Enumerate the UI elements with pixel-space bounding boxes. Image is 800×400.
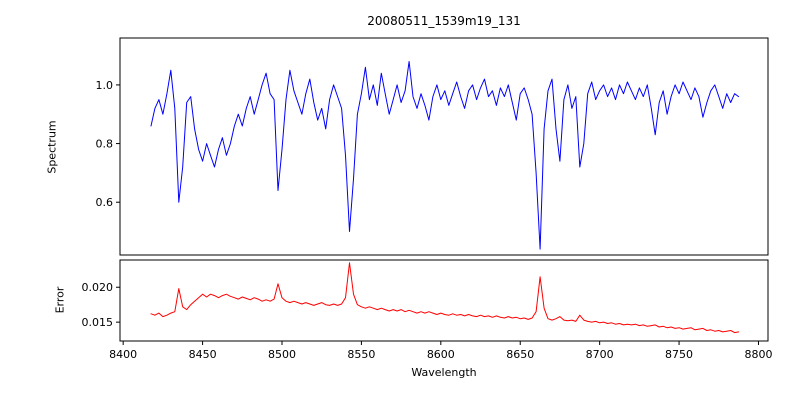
spectrum-y-tick-label: 0.6 bbox=[96, 196, 114, 209]
x-tick-label: 8400 bbox=[109, 348, 137, 361]
error-y-tick-label: 0.020 bbox=[82, 281, 114, 294]
error-axes-frame bbox=[119, 259, 769, 342]
x-tick-label: 8800 bbox=[744, 348, 772, 361]
error-plot: 0.015 0.020 8400 8450 8500 8550 8600 8650 8700 87… bbox=[82, 262, 772, 361]
x-tick-label: 8750 bbox=[665, 348, 693, 361]
spectrum-y-tick-label: 0.8 bbox=[96, 138, 114, 151]
x-tick-label: 8450 bbox=[189, 348, 217, 361]
spectrum-axes-frame bbox=[119, 37, 769, 256]
x-tick-label: 8600 bbox=[427, 348, 455, 361]
error-line bbox=[150, 262, 740, 334]
error-y-tick-label: 0.015 bbox=[82, 316, 114, 329]
x-tick-label: 8500 bbox=[268, 348, 296, 361]
x-tick-label: 8700 bbox=[586, 348, 614, 361]
spectrum-line bbox=[150, 61, 740, 250]
x-tick-label: 8550 bbox=[347, 348, 375, 361]
figure-title: 20080511_1539m19_131 bbox=[367, 14, 521, 28]
spectrum-plot: 0.6 0.8 1.0 bbox=[96, 61, 740, 250]
spectrum-y-tick-label: 1.0 bbox=[96, 79, 114, 92]
x-tick-label: 8650 bbox=[506, 348, 534, 361]
x-axis-label: Wavelength bbox=[411, 366, 477, 379]
